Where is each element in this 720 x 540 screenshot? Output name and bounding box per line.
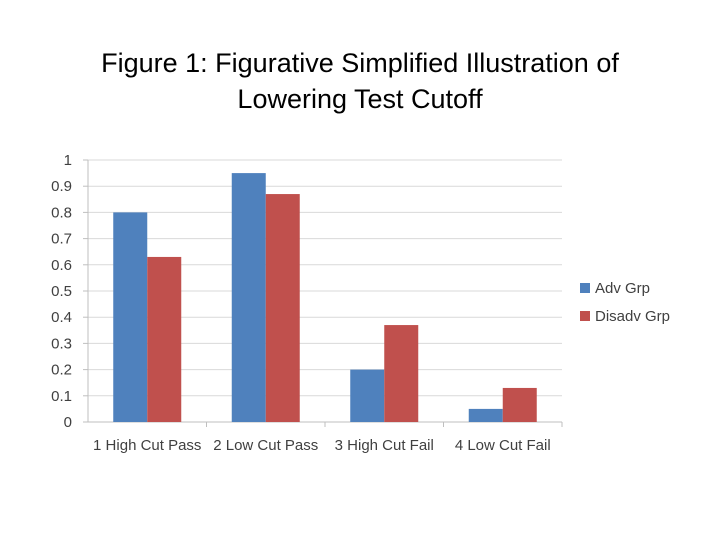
legend-label: Disadv Grp [595,308,670,325]
x-category-label: 1 High Cut Pass [93,437,201,454]
chart-title-line-1: Figure 1: Figurative Simplified Illustra… [101,48,619,78]
y-tick-label: 0.5 [51,283,72,300]
legend: Adv Grp Disadv Grp [580,280,670,325]
x-category-label: 2 Low Cut Pass [213,437,318,454]
x-category-label: 4 Low Cut Fail [455,437,551,454]
y-tick-label: 0.2 [51,362,72,379]
bar-disadv-grp-2 [265,194,300,422]
chart-title-line-2: Lowering Test Cutoff [237,84,483,114]
bar-disadv-grp-1 [147,256,182,422]
bar-adv-grp-1 [113,212,148,422]
chart-title: Figure 1: Figurative Simplified Illustra… [0,45,720,117]
bar-adv-grp-4 [468,408,503,422]
bar-adv-grp-3 [350,369,385,422]
legend-swatch [580,311,590,321]
y-tick-label: 0.4 [51,309,72,326]
bars [113,173,537,422]
x-axis: 1 High Cut Pass 2 Low Cut Pass 3 High Cut … [88,421,563,454]
x-category-label: 3 High Cut Fail [335,437,434,454]
y-tick-label: 1 [64,152,72,169]
y-tick-label: 0.7 [51,231,72,248]
y-tick-label: 0.8 [51,204,72,221]
y-axis: 0 0.1 0.2 0.3 0.4 0.5 0.6 0.7 0.8 0.9 1 [51,152,89,431]
y-tick-label: 0.9 [51,178,72,195]
legend-swatch [580,283,590,293]
bar-disadv-grp-4 [502,387,537,422]
y-tick-label: 0.6 [51,257,72,274]
y-tick-label: 0 [64,414,72,431]
bar-disadv-grp-3 [384,325,419,422]
y-tick-label: 0.1 [51,388,72,405]
bar-adv-grp-2 [231,173,266,422]
legend-label: Adv Grp [595,280,650,297]
y-tick-label: 0.3 [51,335,72,352]
